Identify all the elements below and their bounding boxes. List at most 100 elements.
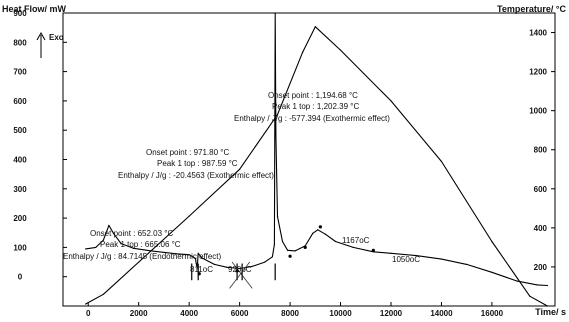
x-tick-label: 14000 [430,309,453,318]
heat-flow-data-point [390,252,392,254]
heat-flow-data-point [275,135,277,137]
annotation-peak-3: Onset point : 1,194.68 °C Peak 1 top : 1… [234,91,390,123]
temperature-data-point [188,215,190,217]
point-label-1050: 1050oC [392,255,420,264]
heat-flow-data-point [85,248,87,250]
right-tick-label: 200 [534,263,548,272]
point-labels: 811oC 920oC 1167oC 1050oC [190,236,420,274]
point-marker [371,248,375,252]
heat-flow-data-point [491,271,493,273]
heat-flow-data-point [150,250,152,252]
series-group [85,12,549,307]
left-tick-label: 500 [13,126,27,135]
point-marker [288,254,292,258]
point-label-920: 920oC [228,265,252,274]
temperature-data-point [440,160,443,163]
right-tick-label: 600 [534,185,548,194]
left-tick-label: 900 [13,9,27,18]
annotation-3-enthalpy: Enthalpy / J/g : -577.394 (Exothermic ef… [234,114,390,123]
heat-flow-data-point [287,249,289,251]
heat-flow-data-point [120,243,122,245]
heat-flow-data-point [273,243,275,246]
heat-flow-data-point [226,266,228,268]
temperature-data-point [102,293,104,295]
heat-flow-data-point [133,247,135,249]
annotation-3-onset: Onset point : 1,194.68 °C [268,91,358,100]
plot-frame [62,12,556,307]
annotation-peak-1: Onset point : 652.03 °C Peak 1 top : 665… [63,229,222,261]
left-tick-label: 200 [13,214,27,223]
point-marker [197,272,201,276]
right-tick-label: 800 [534,146,548,155]
heat-flow-data-point [201,257,203,259]
right-axis-label: Temperature/ °C [497,4,566,14]
annotation-1-enthalpy: Enthalpy / J/g : 84.7145 (Endothermic ef… [63,252,222,261]
temperature-data-point [85,303,87,305]
heat-flow-data-point [276,216,279,218]
point-marker [235,269,239,273]
annotation-1-peak: Peak 1 top : 665.06 °C [100,240,181,249]
temperature-data-point [390,100,392,102]
temperature-data-point [491,240,493,243]
peak-markers [190,225,375,289]
left-tick-label: 600 [13,97,27,106]
axis-ticks: 0 2000 4000 6000 8000 10000 12000 14000 16000 0 10… [13,9,555,318]
heat-flow-data-point [352,246,354,248]
temperature-data-point [276,114,279,116]
exo-indicator: Exo [36,31,64,58]
baseline-construction-line [229,261,251,289]
heat-flow-data-point [194,257,197,260]
x-tick-label: 16000 [481,309,504,318]
heat-flow-data-point [317,229,319,231]
heat-flow-data-point [281,240,284,243]
exo-label: Exo [49,33,64,42]
exo-arrow-icon [36,31,46,41]
annotation-2-onset: Onset point : 971.80 °C [146,148,229,157]
x-tick-label: 8000 [281,309,299,318]
heat-flow-data-point [294,250,296,252]
left-axis-label: Heat Flow/ mW [2,4,67,14]
heat-flow-data-point [271,256,273,258]
right-tick-label: 1000 [529,107,547,116]
heat-flow-data-point [188,254,190,256]
heat-flow-data-point [239,267,241,270]
x-tick-label: 12000 [380,309,403,318]
left-tick-label: 300 [13,185,27,194]
temperature-data-point [138,261,140,263]
temperature-data-point [339,49,342,51]
heat-flow-data-point [95,246,97,248]
heat-flow-data-point [546,284,549,287]
heat-flow-data-point [175,253,178,255]
heat-flow-data-point [536,284,538,286]
heat-flow-data-point [312,232,314,234]
temperature-series-line [85,26,548,307]
heat-flow-data-point [108,224,110,226]
heat-flow-data-point [102,239,104,241]
x-axis-unit-label: Time/ s [535,307,566,317]
left-tick-label: 100 [13,243,27,252]
temperature-data-point [546,305,549,307]
heat-flow-data-point [196,267,198,269]
heat-flow-data-point [415,255,417,257]
x-tick-label: 0 [86,309,91,318]
heat-flow-data-point [251,265,253,267]
temperature-data-point [239,168,241,170]
left-tick-label: 400 [13,156,27,165]
point-label-1167: 1167oC [342,236,370,245]
annotation-3-peak: Peak 1 top : 1,202.39 °C [272,102,359,111]
left-tick-label: 700 [13,68,27,77]
point-marker [303,245,307,249]
heat-flow-data-point [466,263,468,265]
x-tick-label: 10000 [329,309,352,318]
point-marker [318,225,322,229]
x-tick-label: 4000 [180,309,198,318]
heat-flow-data-point [274,12,276,14]
heat-flow-data-point [324,233,326,235]
heat-flow-data-point [440,258,443,260]
point-label-811: 811oC [190,265,213,274]
left-tick-label: 800 [13,38,27,47]
right-tick-label: 400 [534,224,548,233]
right-tick-label: 1200 [529,68,547,77]
temperature-data-point [314,26,316,28]
x-tick-label: 6000 [231,309,249,318]
